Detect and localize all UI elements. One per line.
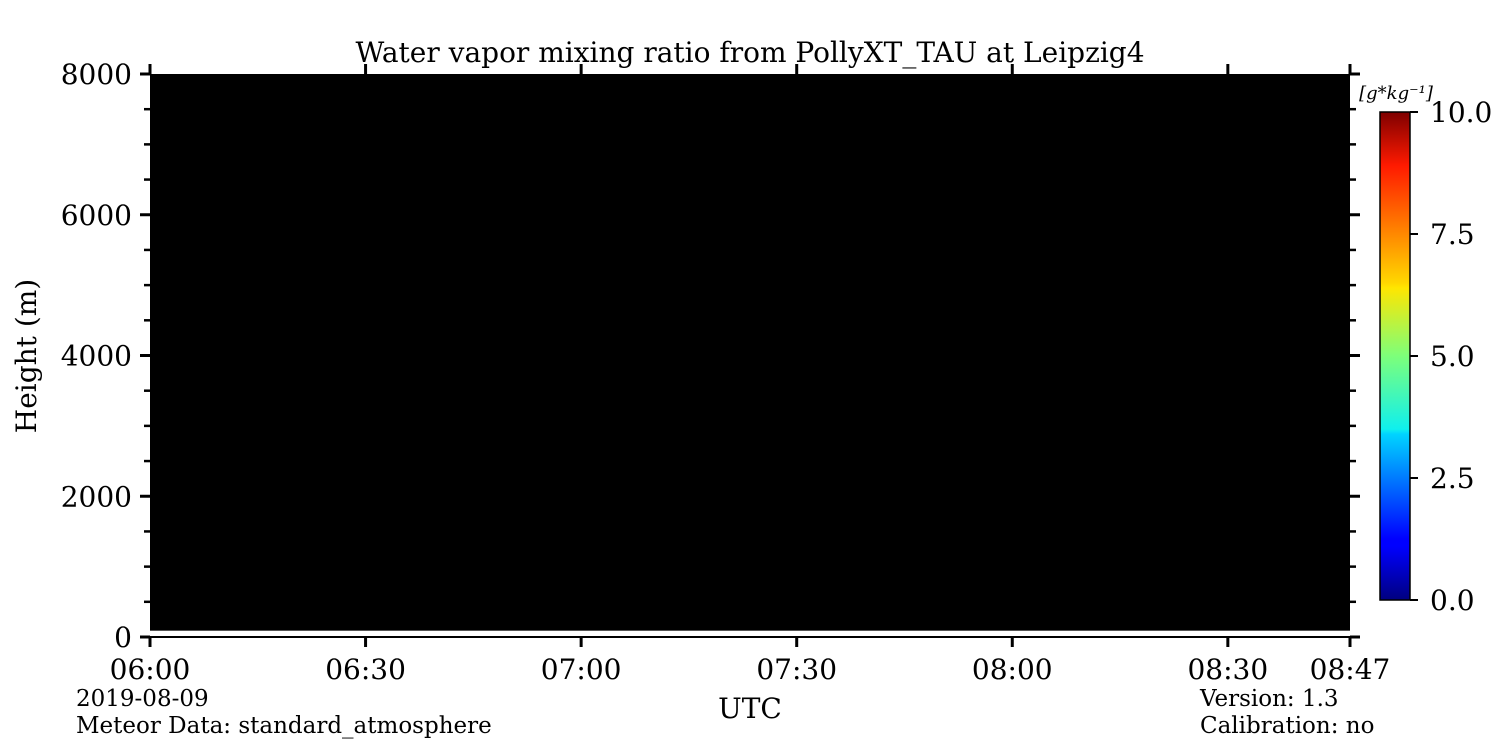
footer-right: Version: 1.3 Calibration: no — [1200, 686, 1374, 740]
colorbar-unit-label: [g*kg⁻¹] — [1359, 83, 1434, 104]
y-ticks-right — [1350, 72, 1360, 639]
x-tick-label: 07:30 — [756, 653, 837, 686]
y-tick-labels: 0 2000 4000 6000 8000 — [61, 58, 132, 654]
footer-calibration: Calibration: no — [1200, 713, 1375, 739]
x-tick-label: 06:00 — [110, 653, 191, 686]
x-tick-label: 08:00 — [972, 653, 1053, 686]
y-tick-label: 0 — [114, 621, 132, 654]
footer-version: Version: 1.3 — [1200, 686, 1339, 712]
y-tick-label: 8000 — [61, 58, 132, 91]
colorbar-tick-label: 2.5 — [1430, 462, 1475, 495]
x-tick-label: 08:30 — [1187, 653, 1268, 686]
chart-title: Water vapor mixing ratio from PollyXT_TA… — [355, 36, 1144, 69]
colorbar-tick-label: 10.0 — [1430, 96, 1492, 129]
footer-date: 2019-08-09 — [76, 686, 209, 712]
colorbar-tick-labels: 0.0 2.5 5.0 7.5 10.0 — [1430, 96, 1492, 617]
x-tick-label: 08:47 — [1310, 653, 1391, 686]
x-ticks-top — [148, 64, 1352, 74]
x-ticks-bottom — [148, 637, 1352, 647]
x-tick-labels: 06:00 06:30 07:00 07:30 08:00 08:30 08:47 — [110, 653, 1391, 686]
x-tick-label: 07:00 — [541, 653, 622, 686]
y-tick-label: 2000 — [61, 480, 132, 513]
x-tick-label: 06:30 — [325, 653, 406, 686]
colorbar-ticks — [1410, 111, 1418, 601]
data-region — [150, 74, 1350, 631]
y-ticks-left — [140, 72, 150, 639]
colorbar-tick-label: 5.0 — [1430, 340, 1475, 373]
y-tick-label: 4000 — [61, 340, 132, 373]
footer-left: 2019-08-09 Meteor Data: standard_atmosph… — [76, 686, 492, 740]
colorbar-tick-label: 0.0 — [1430, 584, 1475, 617]
colorbar — [1379, 111, 1411, 601]
y-tick-label: 6000 — [61, 199, 132, 232]
x-axis-title: UTC — [718, 692, 782, 725]
footer-meteor-data: Meteor Data: standard_atmosphere — [76, 713, 492, 739]
colorbar-tick-label: 7.5 — [1430, 218, 1475, 251]
y-axis-title: Height (m) — [10, 279, 43, 433]
